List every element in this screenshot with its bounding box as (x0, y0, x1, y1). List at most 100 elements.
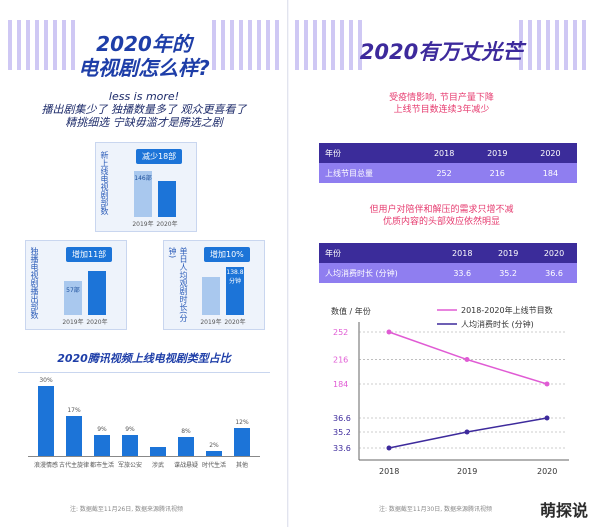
decor-stripe (295, 20, 365, 70)
type-bar (122, 435, 138, 456)
year-label: 2020年 (224, 319, 246, 326)
bar-2019 (202, 277, 220, 315)
bar-2019 (64, 281, 82, 315)
left-panel: 2020年的 电视剧怎么样? less is more! 播出剧集少了 独播数量… (0, 0, 288, 527)
type-bar-label: 时代生活 (201, 462, 226, 469)
type-chart: 30% 浪漫情感 17% 古代主旋律 9% 都市生活 9% 军旅公安 涉武 8% 谍战悬疑 2% 时代生… (0, 377, 288, 488)
bar-value: 146部 (134, 175, 152, 182)
right-note: 注: 数据截至11月30日, 数据来源腾讯视频 (379, 506, 493, 513)
bar-2020 (88, 271, 106, 315)
type-bar-label: 古代主旋律 (59, 462, 90, 469)
type-bar-label: 谍战悬疑 (173, 462, 198, 469)
left-title-1: 2020年的 (96, 32, 192, 56)
type-bar-value: 30% (39, 377, 53, 384)
type-bar-value: 12% (235, 419, 249, 426)
type-bar-value: 2% (209, 442, 219, 450)
card-exclusive: 独播电视剧播出部数 增加11部 57部 2019年 2020年 (25, 240, 127, 330)
table-header-cell: 2018 (417, 143, 471, 163)
type-bar-value: 9% (125, 426, 135, 433)
table-header-cell: 年份 (319, 143, 418, 163)
decor-stripe (8, 20, 78, 70)
tagline-3: 精挑细选 宁缺毋滥才是腾选之剧 (65, 116, 223, 129)
table-program-count: 年份 2018 2019 2020 上线节目总量 252 216 184 (319, 143, 577, 183)
type-bar (94, 435, 110, 456)
table-cell: 上线节目总量 (319, 163, 418, 183)
table-header-cell: 2019 (470, 143, 524, 163)
year-label: 2020年 (156, 221, 178, 228)
type-bar-value: 9% (97, 426, 107, 433)
table-header-cell: 年份 (319, 243, 440, 263)
card-pill: 增加11部 (66, 247, 113, 262)
table-header-cell: 2020 (523, 143, 577, 163)
bar-2020 (158, 181, 176, 217)
type-bar-value: 8% (181, 428, 191, 436)
watermark: 萌探说 (539, 501, 588, 520)
series-point (464, 429, 470, 435)
red-note-1b: 上线节目数连续3年减少 (393, 105, 490, 115)
type-bar-label: 都市生活 (89, 462, 114, 469)
type-bar-label: 涉武 (151, 462, 164, 469)
type-bar (150, 446, 166, 456)
decor-stripe (519, 20, 589, 70)
card-pill: 增加10% (204, 247, 250, 262)
card-label: 单日人均观剧时长(分钟) (168, 247, 188, 323)
y-tick-label: 36.6 (333, 414, 351, 423)
type-chart-title: 2020腾讯视频上线电视剧类型占比 (57, 352, 231, 365)
bar-2019 (134, 171, 152, 217)
year-label: 2019年 (200, 319, 222, 326)
type-bar (66, 416, 82, 456)
left-note: 注: 数据截至11月26日, 数据来源腾讯视频 (70, 506, 184, 513)
series-point (544, 415, 550, 421)
series-point (386, 445, 392, 451)
table-cell: 216 (470, 163, 524, 183)
type-bar-label: 其他 (235, 462, 248, 469)
table-cell: 人均消费时长 (分钟) (319, 263, 440, 283)
table-cell: 252 (417, 163, 471, 183)
legend-label: 2018-2020年上线节目数 (461, 305, 553, 315)
y-tick-label: 184 (333, 380, 348, 389)
chart-ylabel: 数值 / 年份 (331, 306, 371, 316)
type-chart-axis (28, 456, 260, 457)
y-tick-label: 252 (333, 328, 348, 337)
card-pill: 减少18部 (136, 149, 183, 164)
table-cell: 33.6 (439, 263, 486, 283)
table-cell: 36.6 (531, 263, 577, 283)
year-label: 2019年 (132, 221, 154, 228)
y-tick-label: 216 (333, 356, 348, 365)
table-watch-time: 年份 2018 2019 2020 人均消费时长 (分钟) 33.6 35.2 … (319, 243, 577, 283)
series-point (544, 381, 550, 387)
card-label: 新上线电视剧部数 (100, 151, 109, 215)
divider (18, 372, 270, 373)
card-new-shows: 新上线电视剧部数 减少18部 146部 2019年 2020年 (95, 142, 197, 232)
left-title-2: 电视剧怎么样? (78, 56, 210, 80)
year-label: 2019年 (62, 319, 84, 326)
bar-2020 (226, 267, 244, 315)
table-header-cell: 2018 (439, 243, 486, 263)
x-tick-label: 2019 (457, 467, 477, 476)
tagline-1: less is more! (108, 90, 180, 103)
right-panel: 2020有万丈光芒 受疫情影响, 节目产量下降 上线节目数连续3年减少 年份 2… (289, 0, 594, 527)
bar-value: 57部 (66, 287, 80, 294)
series-point (386, 329, 392, 335)
bar-value: 138.8分钟 (226, 269, 244, 285)
type-bar (206, 451, 222, 456)
y-tick-label: 33.6 (333, 444, 351, 453)
type-bar (234, 428, 250, 456)
card-watch-time: 单日人均观剧时长(分钟) 增加10% 138.8分钟 2019年 2020年 (163, 240, 265, 330)
table-cell: 35.2 (485, 263, 532, 283)
table-header-cell: 2020 (531, 243, 577, 263)
type-bar-label: 军旅公安 (117, 462, 142, 469)
y-tick-label: 35.2 (333, 428, 351, 437)
red-note-2a: 但用户对陪伴和解压的需求只增不减 (369, 205, 514, 215)
table-header-cell: 2019 (485, 243, 532, 263)
year-label: 2020年 (86, 319, 108, 326)
red-note-2b: 优质内容的头部效应依然明显 (382, 217, 500, 227)
card-label: 独播电视剧播出部数 (30, 247, 39, 319)
type-bar (38, 386, 54, 456)
x-tick-label: 2020 (537, 467, 557, 476)
red-note-1a: 受疫情影响, 节目产量下降 (389, 93, 494, 103)
type-bar (178, 437, 194, 456)
right-title: 2020有万丈光芒 (359, 40, 524, 64)
legend-label: 人均消费时长 (分钟) (461, 319, 534, 329)
